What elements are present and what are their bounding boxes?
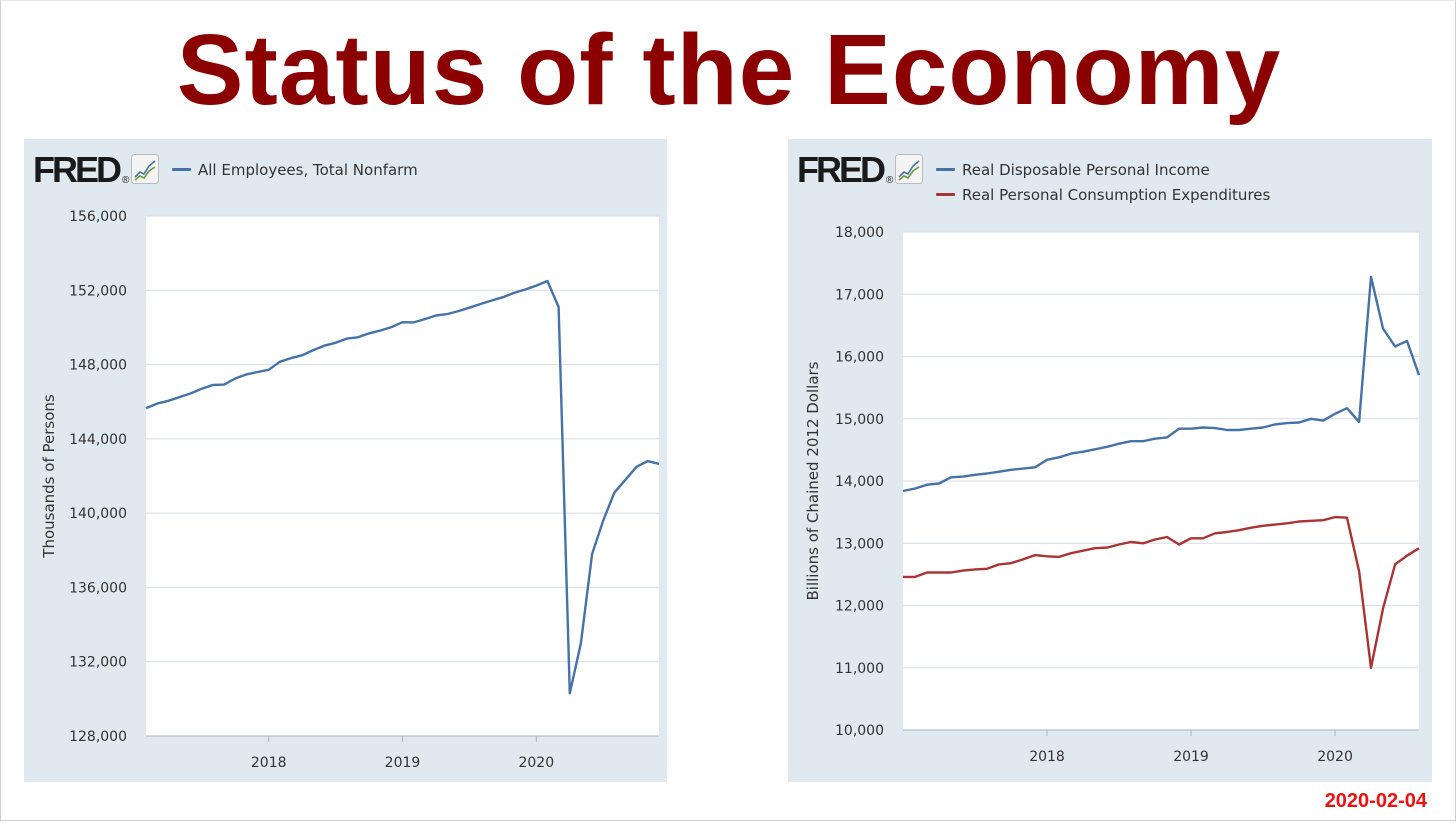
registered-mark-icon: ®: [886, 175, 894, 186]
registered-mark-icon: ®: [122, 175, 130, 186]
series-line: [903, 515, 1420, 669]
employment-chart: 128,000 132,000 136,000 140,000 144,000 148,0…: [40, 209, 660, 771]
legend-item: Real Disposable Personal Income: [936, 157, 1270, 182]
fred-logo-text: FRED: [797, 149, 886, 190]
y-tick-label: 14,000: [835, 474, 884, 490]
legend-item: Real Personal Consumption Expenditures: [936, 182, 1270, 207]
x-tick-label: 2020: [518, 755, 554, 771]
legend-swatch: [936, 168, 955, 171]
series-line: [902, 275, 1421, 493]
y-axis-label: Billions of Chained 2012 Dollars: [804, 361, 822, 600]
legend-label: All Employees, Total Nonfarm: [198, 160, 418, 179]
legend-label: Real Disposable Personal Income: [962, 160, 1210, 179]
fred-logo: FRED ®: [33, 149, 160, 190]
plot-area: [146, 216, 659, 736]
y-tick-label: 10,000: [835, 723, 884, 739]
x-tick-label: 2020: [1317, 749, 1353, 765]
x-tick-label: 2018: [1029, 749, 1065, 765]
y-tick-label: 140,000: [69, 506, 127, 522]
chart-line-icon: [895, 154, 924, 184]
chart-line-icon: [131, 154, 160, 184]
y-tick-label: 17,000: [835, 287, 884, 303]
y-tick-label: 128,000: [69, 729, 127, 745]
y-tick-label: 132,000: [69, 655, 127, 671]
legend-swatch: [936, 193, 955, 196]
slide-title: Status of the Economy: [176, 14, 1282, 126]
y-tick-label: 156,000: [69, 209, 127, 225]
legend-label: Real Personal Consumption Expenditures: [962, 185, 1271, 204]
x-tick-label: 2019: [385, 755, 421, 771]
y-tick-label: 148,000: [69, 358, 127, 374]
chart-panel-income: FRED ® Real Disposable Personal Income R…: [788, 139, 1432, 782]
x-tick-label: 2018: [251, 755, 287, 771]
y-tick-label: 16,000: [835, 350, 884, 366]
y-tick-label: 18,000: [835, 225, 884, 241]
y-tick-label: 12,000: [835, 599, 884, 615]
fred-logo-text: FRED: [33, 149, 122, 190]
y-tick-label: 144,000: [69, 432, 127, 448]
y-axis-label: Thousands of Persons: [40, 394, 58, 559]
chart-panel-employees: FRED ® All Employees, Total Nonfarm 128,…: [24, 139, 667, 782]
chart-legend: All Employees, Total Nonfarm: [172, 157, 418, 182]
legend-item: All Employees, Total Nonfarm: [172, 157, 418, 182]
y-tick-label: 13,000: [835, 536, 884, 552]
chart-legend: Real Disposable Personal Income Real Per…: [936, 157, 1270, 207]
date-stamp: 2020-02-04: [1324, 790, 1427, 812]
y-tick-label: 15,000: [835, 412, 884, 428]
income-consumption-chart: 10,000 11,000 12,000 13,000 14,000 15,000 16,0…: [804, 225, 1421, 765]
y-tick-label: 136,000: [69, 580, 127, 596]
y-tick-label: 152,000: [69, 283, 127, 299]
series-line: [145, 279, 660, 695]
fred-logo: FRED ®: [797, 149, 924, 190]
legend-swatch: [172, 168, 191, 171]
x-tick-label: 2019: [1173, 749, 1209, 765]
y-tick-label: 11,000: [835, 661, 884, 677]
